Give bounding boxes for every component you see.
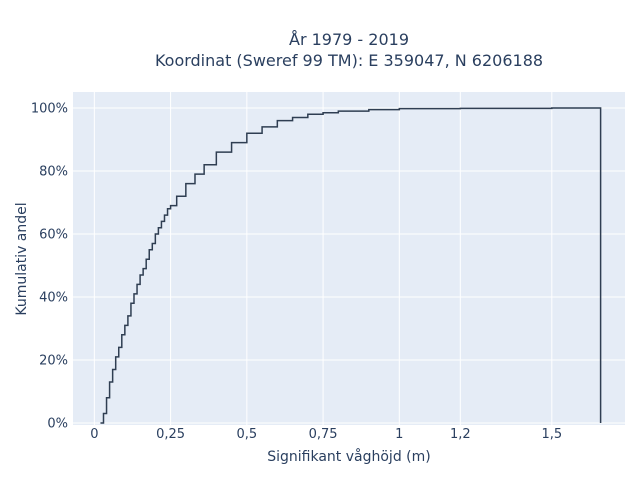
y-tick-label: 40%: [39, 291, 68, 306]
y-tick-label: 60%: [39, 228, 68, 243]
y-axis-title: Kumulativ andel: [14, 202, 30, 315]
x-tick-label: 0: [90, 427, 98, 442]
x-tick-label: 0,5: [236, 427, 257, 442]
x-tick-label: 0,75: [309, 427, 338, 442]
y-tick-label: 80%: [39, 165, 68, 180]
x-tick-label: 0,25: [156, 427, 185, 442]
y-tick-label: 0%: [47, 417, 68, 432]
plot-area: [73, 92, 625, 425]
y-axis-ticks: 0% 20% 40% 60% 80% 100%: [31, 102, 68, 432]
x-tick-label: 1,2: [450, 427, 471, 442]
x-axis-title: Signifikant våghöjd (m): [267, 448, 430, 465]
x-tick-label: 1: [395, 427, 403, 442]
cdf-step-line: [100, 107, 602, 424]
series-layer: [100, 107, 602, 424]
y-tick-label: 100%: [31, 102, 68, 117]
chart-subtitle: Koordinat (Sweref 99 TM): E 359047, N 62…: [155, 51, 543, 70]
y-tick-label: 20%: [39, 354, 68, 369]
x-axis-ticks: 0 0,25 0,5 0,75 1 1,2 1,5: [90, 427, 562, 442]
x-tick-label: 1,5: [541, 427, 562, 442]
chart-title: År 1979 - 2019: [289, 30, 409, 49]
